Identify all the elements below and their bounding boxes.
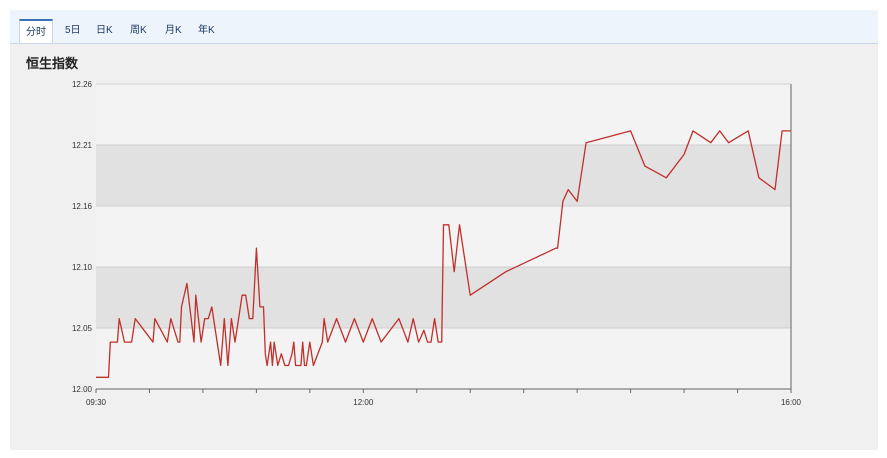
grid-band xyxy=(96,145,791,206)
y-tick-label: 12.16 xyxy=(72,202,93,211)
x-tick-label: 12:00 xyxy=(353,398,374,407)
tab-weekly-k[interactable]: 周K xyxy=(130,25,147,36)
y-tick-label: 12.21 xyxy=(72,141,93,150)
y-tick-label: 12.00 xyxy=(72,385,93,394)
y-tick-label: 12.26 xyxy=(72,80,93,89)
tab-daily-k[interactable]: 日K xyxy=(96,25,113,36)
chart-title: 恒生指数 xyxy=(26,56,79,71)
period-tab-bar: 分时 5日 日K 周K 月K 年K xyxy=(10,10,878,44)
x-tick-label: 09:30 xyxy=(86,398,107,407)
y-tick-label: 12.05 xyxy=(72,324,93,333)
tab-yearly-k[interactable]: 年K xyxy=(198,25,215,36)
tab-intraday[interactable]: 分时 xyxy=(19,19,53,43)
x-tick-label: 16:00 xyxy=(781,398,802,407)
price-line xyxy=(96,130,791,378)
tab-monthly-k[interactable]: 月K xyxy=(165,25,182,36)
grid-band xyxy=(96,267,791,328)
tab-5-day[interactable]: 5日 xyxy=(65,25,81,36)
y-tick-label: 12.10 xyxy=(72,263,93,272)
